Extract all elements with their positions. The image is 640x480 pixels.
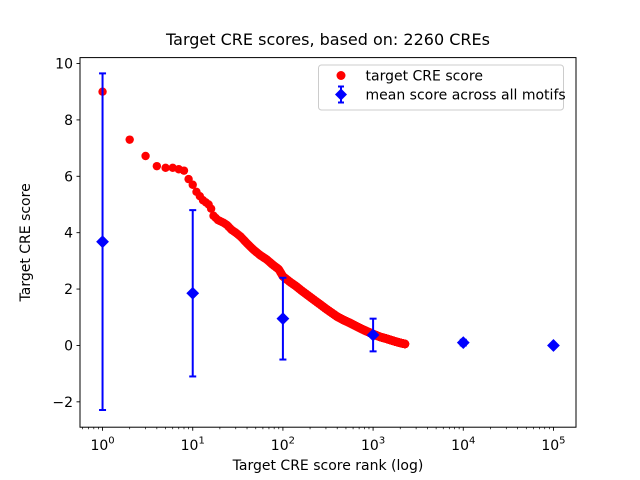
y-tick-label: −2 — [52, 395, 73, 411]
x-tick-label: 101 — [181, 436, 205, 455]
blue-diamond-errorbar-icon — [335, 85, 347, 104]
x-axis-label: Target CRE score rank (log) — [232, 458, 424, 474]
y-tick-label: 6 — [64, 169, 73, 185]
plot-border — [79, 57, 577, 428]
y-tick-label: 2 — [64, 282, 73, 298]
target-score-point — [400, 339, 410, 349]
legend-label-target: target CRE score — [366, 69, 483, 85]
legend-box — [318, 64, 564, 111]
target-score-point — [141, 151, 150, 161]
y-tick-label: 8 — [64, 113, 73, 129]
x-tick-label: 105 — [541, 436, 565, 455]
mean-score-point — [366, 328, 380, 342]
plot-area — [80, 57, 576, 428]
x-axis-ticks: 100 101 102 103 104 105 — [82, 427, 566, 455]
y-axis-ticks: −2 0 2 4 6 8 10 — [52, 57, 80, 411]
x-tick-label: 104 — [451, 436, 475, 455]
target-score-point — [206, 204, 216, 213]
red-dot-icon — [336, 71, 346, 80]
mean-score-point — [96, 235, 109, 249]
target-score-point — [188, 180, 197, 189]
target-score-point — [125, 135, 134, 144]
y-tick-label: 0 — [64, 338, 73, 354]
target-score-point — [161, 163, 170, 173]
target-score-point — [179, 166, 189, 175]
legend: target CRE score mean score across all m… — [318, 64, 566, 111]
target-score-point — [152, 161, 162, 171]
mean-score-point — [186, 286, 200, 300]
y-axis-label: Target CRE score — [18, 183, 34, 302]
y-tick-label: 4 — [64, 226, 73, 242]
legend-label-mean: mean score across all motifs — [366, 88, 566, 104]
x-tick-label: 102 — [271, 436, 295, 455]
mean-score-point — [276, 312, 290, 326]
x-tick-label: 103 — [361, 436, 385, 455]
mean-score-point — [456, 336, 470, 350]
series-mean-score — [96, 72, 560, 412]
x-tick-label: 100 — [90, 436, 114, 455]
chart-title: Target CRE scores, based on: 2260 CREs — [165, 30, 490, 49]
mean-score-point — [547, 339, 560, 352]
y-tick-label: 10 — [55, 57, 73, 73]
